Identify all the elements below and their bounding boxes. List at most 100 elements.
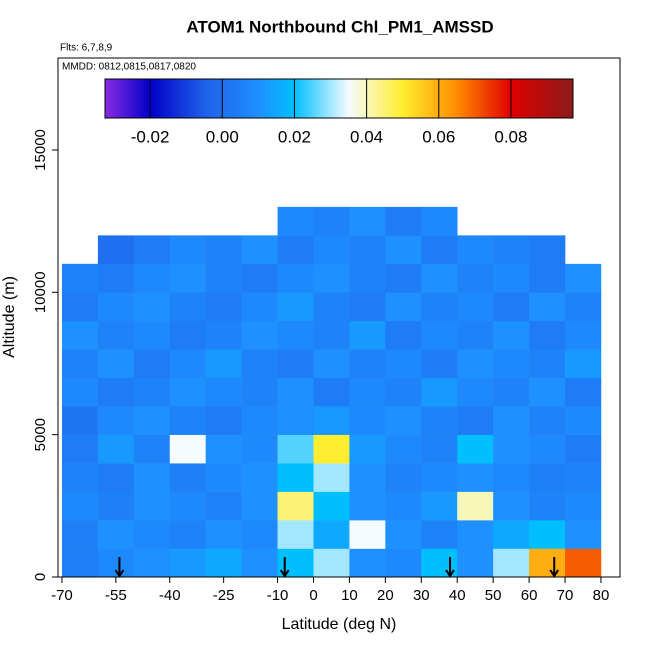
heat-cell — [349, 320, 386, 350]
flight-marker — [549, 557, 560, 578]
y-tick-label: 15000 — [32, 129, 49, 171]
heat-cell — [169, 406, 206, 435]
heat-cell — [205, 434, 242, 464]
heat-cell — [421, 263, 458, 293]
heat-cell — [241, 235, 278, 265]
heat-cell — [493, 520, 530, 549]
heat-cell — [205, 377, 242, 407]
heat-cell — [421, 520, 458, 549]
heat-cell — [349, 292, 386, 322]
heat-cell — [241, 349, 278, 379]
heat-cell — [313, 520, 350, 549]
heat-cell — [349, 349, 386, 379]
heat-cell — [205, 491, 242, 521]
x-tick-label: 30 — [413, 587, 430, 604]
heat-cell — [457, 292, 494, 322]
heat-cell — [61, 520, 99, 549]
y-tick-label: 5000 — [32, 418, 49, 451]
heat-cell — [133, 235, 171, 265]
heat-cell — [457, 491, 494, 521]
heat-cell — [241, 434, 278, 464]
colorbar — [104, 78, 574, 119]
heat-cell — [493, 491, 530, 521]
heat-cell — [457, 406, 494, 435]
heat-cell — [313, 349, 350, 379]
heat-cell — [385, 434, 422, 464]
heat-cell — [61, 406, 99, 435]
heat-cell — [205, 263, 242, 293]
heat-cell — [169, 320, 206, 350]
heat-cell — [385, 235, 422, 265]
heat-cell — [313, 263, 350, 293]
heat-cell — [529, 235, 566, 265]
heat-cell — [277, 320, 314, 350]
heat-cell — [61, 263, 99, 293]
heat-cell — [97, 349, 135, 379]
x-tick-label: 50 — [485, 587, 502, 604]
heat-cell — [97, 377, 135, 407]
heat-cell — [61, 320, 99, 350]
annotation: MMDD: 0812,0815,0817,0820 — [62, 62, 196, 73]
heat-cell — [565, 463, 602, 492]
heat-cell — [313, 406, 350, 435]
heat-cell — [493, 406, 530, 435]
heat-cell — [313, 463, 350, 492]
colorbar-tick-label: 0.02 — [278, 127, 311, 146]
heat-cell — [277, 434, 314, 464]
heat-cell — [493, 320, 530, 350]
heat-cell — [457, 320, 494, 350]
heat-cell — [61, 434, 99, 464]
heat-cell — [277, 406, 314, 435]
heat-cell — [385, 292, 422, 322]
heat-cell — [133, 320, 171, 350]
heat-cell — [565, 320, 602, 350]
heat-cell — [385, 491, 422, 521]
heat-cell — [277, 292, 314, 322]
heat-cell — [313, 235, 350, 265]
heat-cell — [421, 377, 458, 407]
colorbar-tick-label: 0.04 — [350, 127, 383, 146]
heat-cell — [565, 434, 602, 464]
heat-cell — [565, 520, 602, 549]
heat-cell — [241, 406, 278, 435]
heat-cell — [205, 320, 242, 350]
heat-cell — [205, 548, 242, 578]
heat-cell — [277, 377, 314, 407]
heat-cell — [277, 491, 314, 521]
colorbar-tick-label: 0.06 — [422, 127, 455, 146]
heat-cell — [61, 349, 99, 379]
x-tick-label: -70 — [51, 587, 73, 604]
heat-cell — [529, 292, 566, 322]
heat-cell — [169, 548, 206, 578]
heat-cell — [97, 406, 135, 435]
heat-cell — [241, 463, 278, 492]
heat-cell — [565, 292, 602, 322]
heat-cell — [385, 406, 422, 435]
heat-cell — [205, 520, 242, 549]
heat-cell — [493, 434, 530, 464]
heat-cell — [97, 235, 135, 265]
heat-cell — [349, 206, 386, 236]
heat-cell — [205, 235, 242, 265]
heat-cell — [529, 349, 566, 379]
heat-cell — [457, 463, 494, 492]
heat-cell — [169, 235, 206, 265]
flight-marker — [114, 557, 125, 578]
heat-cell — [133, 406, 171, 435]
colorbar-tick-label: 0.00 — [206, 127, 239, 146]
heat-cell — [61, 292, 99, 322]
heat-cell — [133, 491, 171, 521]
heat-cell — [61, 377, 99, 407]
heat-cell — [493, 548, 530, 578]
heat-cell — [61, 463, 99, 492]
heat-cell — [385, 463, 422, 492]
heat-cell — [385, 349, 422, 379]
x-tick-label: 20 — [377, 587, 394, 604]
heat-cell — [493, 292, 530, 322]
heat-cell — [421, 206, 458, 236]
x-tick-label: -55 — [105, 587, 127, 604]
heatmap — [61, 206, 602, 578]
heat-cell — [565, 349, 602, 379]
heat-cell — [277, 520, 314, 549]
heat-cell — [385, 320, 422, 350]
